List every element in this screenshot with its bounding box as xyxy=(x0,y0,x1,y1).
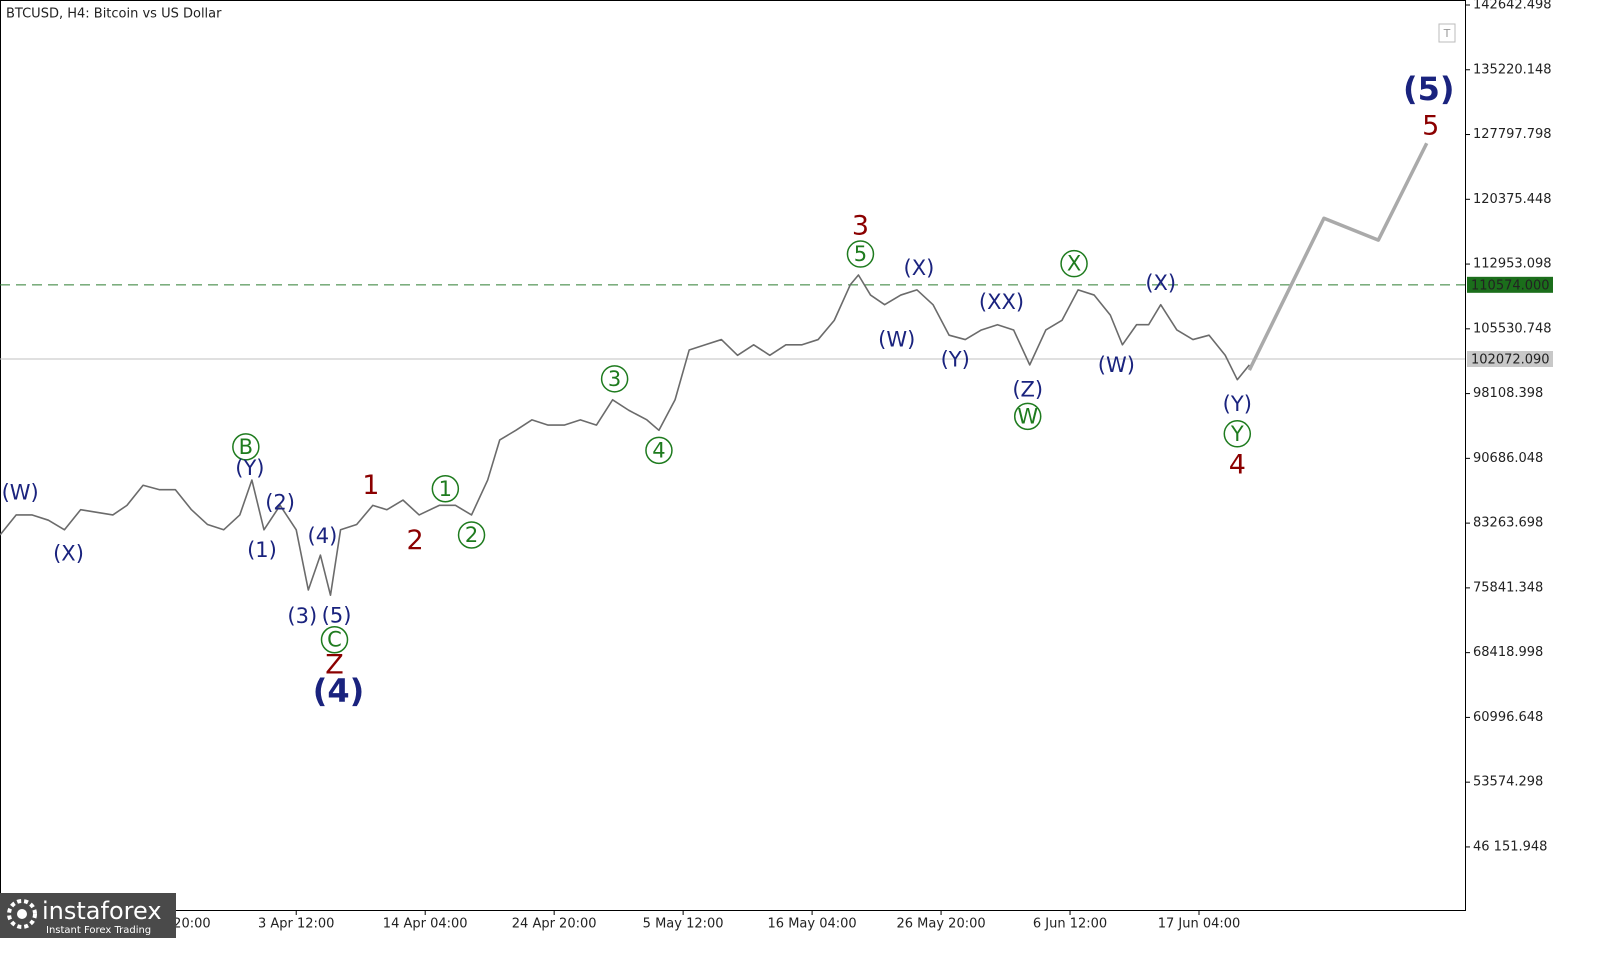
wave-label: 4 xyxy=(1229,450,1246,481)
price-level-label: 110574.000 xyxy=(1471,278,1550,293)
x-tick-label: 24 Apr 20:00 xyxy=(512,917,597,932)
y-tick-label: 83263.698 xyxy=(1473,516,1543,531)
y-tick-label: 105530.748 xyxy=(1473,321,1552,336)
y-tick-label: 98108.398 xyxy=(1473,386,1543,401)
logo-icon xyxy=(7,899,37,929)
plot: 142642.498 135220.148 127797.798 120375.448… xyxy=(0,0,1553,932)
wave-circle xyxy=(645,436,673,465)
plot-frame xyxy=(0,0,1466,911)
wave-label: (W) xyxy=(2,480,39,504)
wave-circle xyxy=(431,475,460,503)
wave-label: 4 xyxy=(652,438,665,462)
y-tick-label: 46 151.948 xyxy=(1473,839,1547,854)
wave-label: Y xyxy=(1230,422,1244,446)
wave-label: (Y) xyxy=(1223,392,1252,416)
x-tick-label: 17 Jun 04:00 xyxy=(1158,917,1241,932)
x-tick-label: 16 May 04:00 xyxy=(768,917,857,932)
wave-circle xyxy=(600,365,629,393)
wave-label: (5) xyxy=(322,603,352,627)
y-tick-label: 53574.298 xyxy=(1473,775,1543,790)
wave-label: B xyxy=(239,435,253,459)
wave-label: (X) xyxy=(53,541,84,565)
wave-label: (X) xyxy=(904,256,935,280)
x-tick-label: 6 Jun 12:00 xyxy=(1033,917,1107,932)
wave-label: (4) xyxy=(308,524,338,548)
forecast-line xyxy=(1247,142,1429,371)
wave-label: 5 xyxy=(1422,110,1439,141)
wave-label: X xyxy=(1067,252,1081,276)
logo-icon-core xyxy=(17,909,27,919)
wave-label: 2 xyxy=(407,525,424,556)
wave-label: (Y) xyxy=(941,348,970,372)
y-tick-label: 112953.098 xyxy=(1473,257,1552,272)
wave-label: 5 xyxy=(854,242,867,266)
wave-label: (X) xyxy=(1145,271,1176,295)
wave-label: 2 xyxy=(465,523,478,547)
y-tick-label: 75841.348 xyxy=(1473,580,1543,595)
wave-label: C xyxy=(327,628,342,652)
wave-label: (5) xyxy=(1403,70,1455,108)
x-tick-label: 14 Apr 04:00 xyxy=(383,917,468,932)
x-tick-label: 5 May 12:00 xyxy=(643,917,724,932)
wave-label: (XX) xyxy=(979,290,1024,314)
wave-label: (1) xyxy=(247,538,277,562)
wave-circle xyxy=(1223,420,1252,448)
wave-label: 1 xyxy=(362,470,379,501)
wave-label: (W) xyxy=(1098,353,1135,377)
y-tick-label: 127797.798 xyxy=(1473,127,1552,142)
wave-circle xyxy=(1060,249,1088,278)
wave-label: (Y) xyxy=(235,456,264,480)
price-level-label: 102072.090 xyxy=(1471,353,1550,368)
y-tick-label: 142642.498 xyxy=(1473,0,1552,13)
wave-label: 1 xyxy=(439,477,452,501)
price-line xyxy=(0,274,1251,597)
toolbar-icon[interactable] xyxy=(1438,23,1456,43)
y-tick-label: 60996.648 xyxy=(1473,710,1543,725)
wave-circle xyxy=(457,521,486,549)
wave-label: 3 xyxy=(852,211,869,242)
logo: instaforex Instant Forex Trading xyxy=(0,893,176,938)
price-level-box xyxy=(1467,351,1553,368)
wave-label: (W) xyxy=(878,328,915,352)
wave-label: W xyxy=(1017,404,1038,428)
wave-label: (3) xyxy=(287,604,317,628)
y-tick-label: 68418.998 xyxy=(1473,645,1543,660)
x-tick-label: 26 May 20:00 xyxy=(896,917,985,932)
wave-label: (4) xyxy=(313,672,365,710)
y-tick-label: 90686.048 xyxy=(1473,451,1543,466)
wave-label: (Z) xyxy=(1012,377,1043,401)
price-level-box xyxy=(1467,276,1553,293)
wave-circle xyxy=(320,625,349,654)
wave-circle xyxy=(846,240,875,268)
wave-label: 3 xyxy=(608,367,621,391)
wave-circle xyxy=(1013,402,1042,431)
wave-label: Z xyxy=(325,650,344,681)
logo-name: instaforex xyxy=(42,897,162,925)
logo-box xyxy=(0,893,176,938)
y-tick-label: 120375.448 xyxy=(1473,192,1552,207)
wave-label: (2) xyxy=(265,491,295,515)
toolbar-icon-glyph: T xyxy=(1443,27,1451,40)
x-tick-label: 3 Apr 12:00 xyxy=(258,917,335,932)
chart-title: BTCUSD, H4: Bitcoin vs US Dollar xyxy=(6,7,222,22)
y-tick-label: 135220.148 xyxy=(1473,62,1552,77)
wave-circle xyxy=(232,433,260,461)
logo-tagline: Instant Forex Trading xyxy=(46,925,151,936)
